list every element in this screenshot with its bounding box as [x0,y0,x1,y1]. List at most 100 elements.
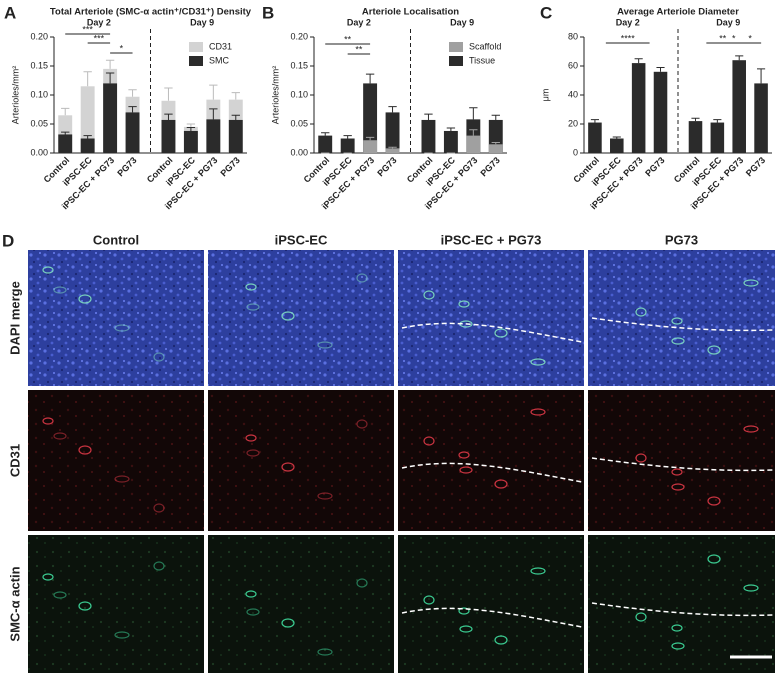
y-tick-label: 0.10 [30,89,48,99]
significance-label: *** [82,24,93,34]
micrograph [28,535,204,673]
y-tick-label: 0 [573,147,578,157]
micrograph [588,250,775,386]
bar [58,134,73,153]
error-bar [128,106,137,113]
group-label: Day 9 [450,17,474,27]
vessel [245,283,257,291]
error-bar [164,113,173,120]
vessel [459,466,473,474]
error-bar [757,68,766,84]
bar [488,144,503,153]
micrograph [398,535,584,673]
bar [80,86,95,153]
significance-label: ** [344,34,352,44]
group-label: Day 2 [616,17,640,27]
error-bar [343,135,352,139]
micrograph [588,390,775,531]
error-bar [61,107,70,116]
vessel [53,432,67,440]
error-bar [691,117,700,122]
legend-swatch [189,42,203,52]
error-bar [321,132,330,136]
vessel [459,625,473,633]
significance-label: * [732,33,736,43]
panel-letter: A [4,3,16,22]
y-tick-label: 0.05 [290,118,308,128]
significance-label: * [120,43,124,53]
error-bar [656,66,665,72]
micrograph [208,390,394,531]
significance-label: **** [621,33,636,43]
bar [125,112,140,153]
bar [466,135,481,153]
vessel [78,445,92,455]
vessel [114,475,130,483]
error-bar [388,106,397,113]
group-label: Day 9 [716,17,740,27]
error-bar [469,107,478,120]
vessel [707,496,721,506]
error-bar [128,89,137,97]
vessel [356,273,368,283]
vessel [530,408,546,416]
error-bar [209,108,218,120]
vessel [671,642,685,650]
y-axis-label: Arterioles/mm² [10,66,20,125]
bar [103,83,118,153]
error-bar [713,119,722,123]
vessel [317,341,333,349]
scaffold-boundary [591,317,774,332]
y-tick-label: 0.10 [290,89,308,99]
vessel [53,286,67,294]
bar [710,122,725,153]
group-label: Day 2 [87,17,111,27]
vessel [494,328,508,338]
significance-label: ** [355,44,363,54]
vessel [281,311,295,321]
scaffold-boundary [401,607,583,628]
error-bar [186,126,196,131]
bar [340,138,355,153]
vessel [635,307,647,317]
vessel [153,503,165,513]
x-tick-label: PG73 [744,155,767,178]
error-bar [491,142,500,145]
vessel [458,451,470,459]
error-bar [388,146,397,149]
error-bar [105,72,115,84]
significance-label: * [748,33,752,43]
vessel [743,279,759,287]
y-tick-label: 0.15 [30,60,48,70]
micrograph [28,250,204,386]
vessel [423,595,435,605]
bar [363,83,378,153]
vessel [153,352,165,362]
chart-title: Arteriole Localisation [362,7,459,18]
y-tick-label: 60 [568,60,578,70]
x-tick-label: PG73 [375,155,398,178]
legend-swatch [189,56,203,66]
micrograph [28,390,204,531]
vessel [246,449,260,457]
error-bar [365,73,375,84]
error-bar [231,92,240,100]
vessel [114,631,130,639]
y-tick-label: 0.20 [30,31,48,41]
column-header: iPSC-EC + PG73 [441,232,542,247]
group-label: Day 9 [190,17,214,27]
y-tick-label: 40 [568,89,578,99]
vessel [114,324,130,332]
error-bar [365,136,375,141]
vessel [281,618,295,628]
micrograph [208,250,394,386]
error-bar [612,136,621,139]
column-header: Control [93,232,139,247]
legend-label: CD31 [209,41,232,51]
row-header: CD31 [7,444,22,477]
vessel [743,584,759,592]
chart-title: Total Arteriole (SMC-α actin⁺/CD31⁺) Den… [50,7,252,18]
y-tick-label: 0.05 [30,118,48,128]
x-tick-label: PG73 [479,155,502,178]
legend-label: Tissue [469,55,495,65]
